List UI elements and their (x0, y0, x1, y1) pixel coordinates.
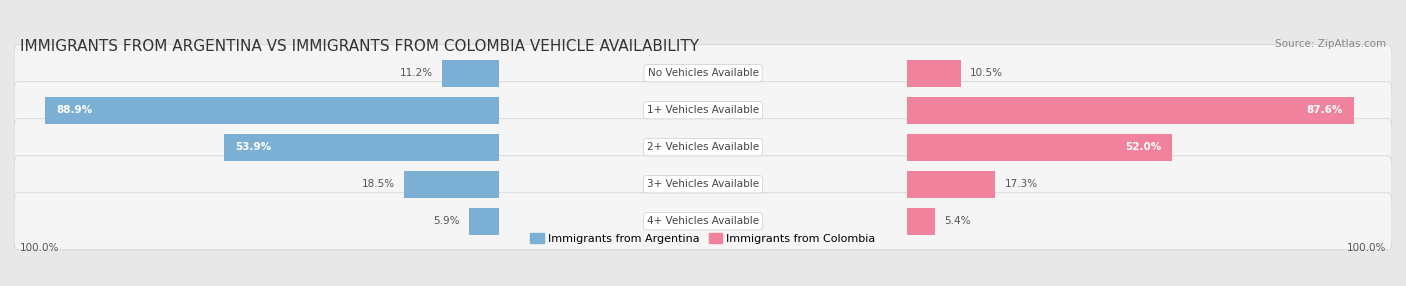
Bar (907, 134, 1173, 160)
Bar (907, 97, 1354, 124)
Bar (441, 60, 499, 87)
Text: No Vehicles Available: No Vehicles Available (648, 68, 758, 78)
Text: 4+ Vehicles Available: 4+ Vehicles Available (647, 216, 759, 226)
FancyBboxPatch shape (14, 82, 1392, 139)
Text: 100.0%: 100.0% (20, 243, 59, 253)
Text: 17.3%: 17.3% (1004, 179, 1038, 189)
FancyBboxPatch shape (14, 45, 1392, 102)
Text: 5.4%: 5.4% (943, 216, 970, 226)
Text: 11.2%: 11.2% (399, 68, 433, 78)
Bar (405, 171, 499, 198)
Text: 2+ Vehicles Available: 2+ Vehicles Available (647, 142, 759, 152)
Text: 53.9%: 53.9% (235, 142, 271, 152)
Text: 18.5%: 18.5% (363, 179, 395, 189)
Bar (224, 134, 499, 160)
FancyBboxPatch shape (14, 119, 1392, 176)
Text: 10.5%: 10.5% (970, 68, 1002, 78)
Text: 52.0%: 52.0% (1125, 142, 1161, 152)
Legend: Immigrants from Argentina, Immigrants from Colombia: Immigrants from Argentina, Immigrants fr… (526, 229, 880, 248)
Text: 100.0%: 100.0% (1347, 243, 1386, 253)
Text: Source: ZipAtlas.com: Source: ZipAtlas.com (1275, 39, 1386, 49)
Text: 1+ Vehicles Available: 1+ Vehicles Available (647, 105, 759, 115)
Bar (907, 171, 995, 198)
FancyBboxPatch shape (14, 193, 1392, 250)
Bar (907, 60, 960, 87)
Text: 3+ Vehicles Available: 3+ Vehicles Available (647, 179, 759, 189)
Bar (45, 97, 499, 124)
Bar (907, 208, 935, 235)
Text: IMMIGRANTS FROM ARGENTINA VS IMMIGRANTS FROM COLOMBIA VEHICLE AVAILABILITY: IMMIGRANTS FROM ARGENTINA VS IMMIGRANTS … (20, 39, 699, 54)
Bar (468, 208, 499, 235)
Text: 87.6%: 87.6% (1306, 105, 1343, 115)
FancyBboxPatch shape (14, 156, 1392, 213)
Text: 5.9%: 5.9% (433, 216, 460, 226)
Text: 88.9%: 88.9% (56, 105, 93, 115)
